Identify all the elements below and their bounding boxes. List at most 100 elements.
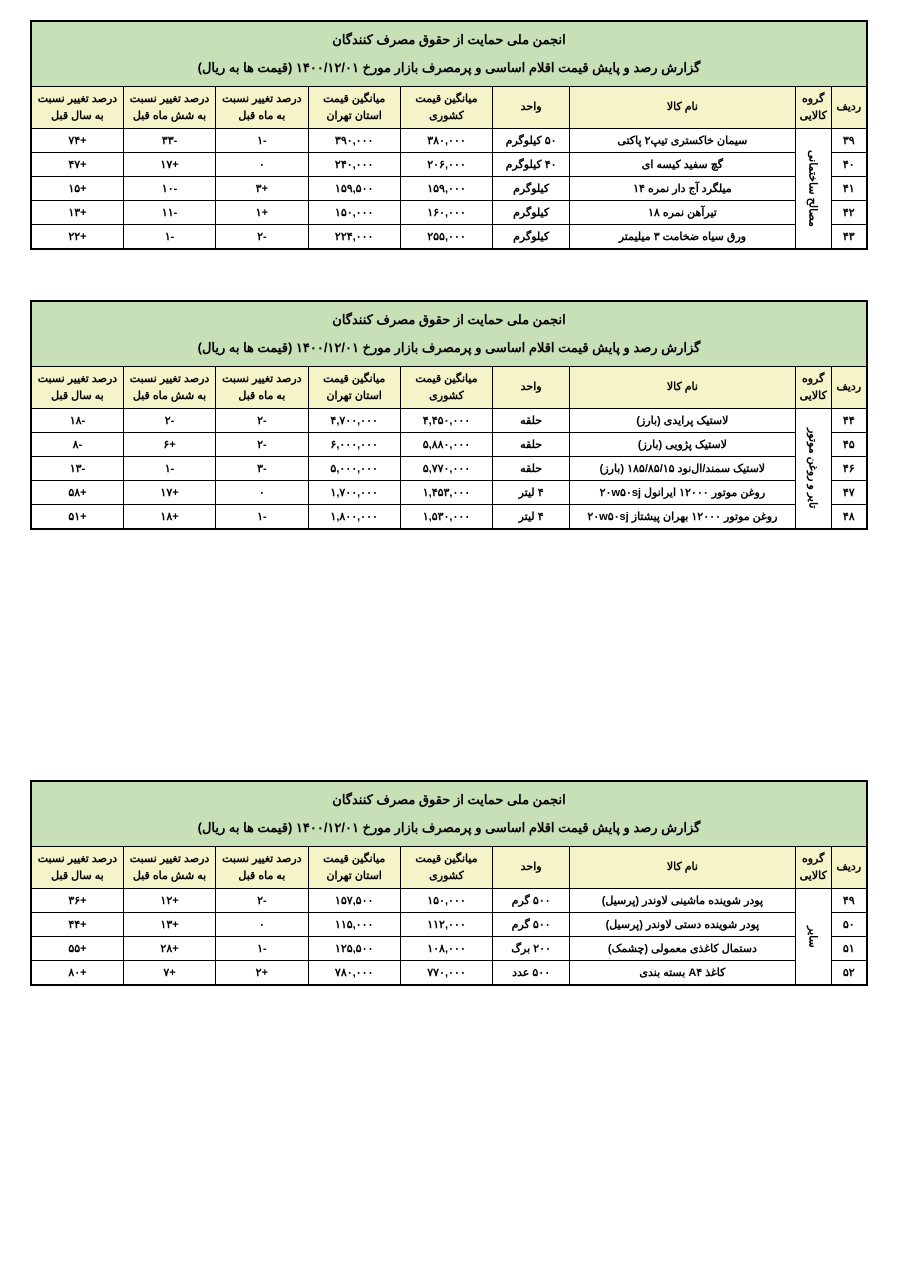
cell-price-national: ۱۵۰,۰۰۰ — [400, 889, 492, 913]
cell-price-tehran: ۷۸۰,۰۰۰ — [308, 961, 400, 986]
cell-pct-year: +۴۴ — [31, 913, 123, 937]
cell-pct-6month: -۱ — [123, 225, 215, 250]
cell-pct-month: ۰ — [216, 913, 308, 937]
cell-name: تیرآهن نمره ۱۸ — [570, 201, 796, 225]
report-title-sub: گزارش رصد و پایش قیمت اقلام اساسی و پرمص… — [31, 814, 867, 847]
price-report-table: انجمن ملی حمایت از حقوق مصرف کنندگانگزار… — [30, 20, 868, 250]
cell-pct-year: +۵۱ — [31, 505, 123, 530]
cell-price-tehran: ۱,۸۰۰,۰۰۰ — [308, 505, 400, 530]
cell-pct-6month: +۱۳ — [123, 913, 215, 937]
header-name: نام کالا — [570, 87, 796, 129]
cell-pct-month: +۳ — [216, 177, 308, 201]
header-group: گروه کالایی — [795, 847, 831, 889]
header-name: نام کالا — [570, 847, 796, 889]
header-pct-year: درصد تغییر نسبت به سال قبل — [31, 367, 123, 409]
header-pct-6month: درصد تغییر نسبت به شش ماه قبل — [123, 367, 215, 409]
cell-row-num: ۴۲ — [831, 201, 867, 225]
cell-unit: ۲۰۰ برگ — [493, 937, 570, 961]
cell-pct-month: -۱ — [216, 505, 308, 530]
cell-unit: کیلوگرم — [493, 177, 570, 201]
cell-group: سایر — [795, 889, 831, 986]
cell-pct-year: +۴۷ — [31, 153, 123, 177]
cell-name: دستمال کاغذی معمولی (چشمک) — [570, 937, 796, 961]
table-row: ۴۶لاستیک سمند/ال‌نود ۱۸۵/۸۵/۱۵ (بارز)حلق… — [31, 457, 867, 481]
header-pct-month: درصد تغییر نسبت به ماه قبل — [216, 87, 308, 129]
cell-pct-6month: +۶ — [123, 433, 215, 457]
report-title-sub: گزارش رصد و پایش قیمت اقلام اساسی و پرمص… — [31, 54, 867, 87]
header-price-tehran: میانگین قیمت استان تهران — [308, 87, 400, 129]
cell-unit: ۵۰۰ گرم — [493, 913, 570, 937]
table-row: ۴۷روغن موتور ۱۲۰۰۰ ایرانول ۲۰w۵۰sj۴ لیتر… — [31, 481, 867, 505]
cell-price-tehran: ۲۴۰,۰۰۰ — [308, 153, 400, 177]
cell-price-national: ۱,۴۵۳,۰۰۰ — [400, 481, 492, 505]
cell-price-national: ۱۱۲,۰۰۰ — [400, 913, 492, 937]
cell-price-tehran: ۵,۰۰۰,۰۰۰ — [308, 457, 400, 481]
cell-pct-year: +۱۳ — [31, 201, 123, 225]
report-title-main: انجمن ملی حمایت از حقوق مصرف کنندگان — [31, 21, 867, 54]
cell-pct-month: ۰ — [216, 481, 308, 505]
cell-price-national: ۱,۵۳۰,۰۰۰ — [400, 505, 492, 530]
cell-price-tehran: ۲۲۴,۰۰۰ — [308, 225, 400, 250]
cell-group: مصالح ساختمانی — [795, 129, 831, 250]
header-pct-6month: درصد تغییر نسبت به شش ماه قبل — [123, 87, 215, 129]
cell-price-national: ۲۰۶,۰۰۰ — [400, 153, 492, 177]
cell-price-tehran: ۱۵۷,۵۰۰ — [308, 889, 400, 913]
cell-pct-year: -۱۳ — [31, 457, 123, 481]
cell-pct-6month: -۱۰ — [123, 177, 215, 201]
cell-row-num: ۴۸ — [831, 505, 867, 530]
cell-price-tehran: ۱۵۰,۰۰۰ — [308, 201, 400, 225]
cell-pct-6month: +۱۷ — [123, 153, 215, 177]
cell-pct-6month: +۷ — [123, 961, 215, 986]
header-unit: واحد — [493, 847, 570, 889]
cell-price-tehran: ۱۱۵,۰۰۰ — [308, 913, 400, 937]
cell-price-tehran: ۶,۰۰۰,۰۰۰ — [308, 433, 400, 457]
header-row-num: ردیف — [831, 847, 867, 889]
cell-pct-month: -۳ — [216, 457, 308, 481]
cell-price-tehran: ۱۲۵,۵۰۰ — [308, 937, 400, 961]
table-row: ۵۲کاغذ A۴ بسته بندی۵۰۰ عدد۷۷۰,۰۰۰۷۸۰,۰۰۰… — [31, 961, 867, 986]
cell-pct-month: +۲ — [216, 961, 308, 986]
cell-row-num: ۵۲ — [831, 961, 867, 986]
cell-price-tehran: ۳۹۰,۰۰۰ — [308, 129, 400, 153]
cell-name: روغن موتور ۱۲۰۰۰ ایرانول ۲۰w۵۰sj — [570, 481, 796, 505]
header-row-num: ردیف — [831, 367, 867, 409]
cell-pct-year: +۵۵ — [31, 937, 123, 961]
header-pct-year: درصد تغییر نسبت به سال قبل — [31, 847, 123, 889]
cell-name: گچ سفید کیسه ای — [570, 153, 796, 177]
cell-pct-month: ۰ — [216, 153, 308, 177]
cell-name: کاغذ A۴ بسته بندی — [570, 961, 796, 986]
cell-price-tehran: ۱,۷۰۰,۰۰۰ — [308, 481, 400, 505]
cell-group: تایر و روغن موتور — [795, 409, 831, 530]
cell-pct-year: +۲۲ — [31, 225, 123, 250]
header-price-national: میانگین قیمت کشوری — [400, 87, 492, 129]
cell-price-tehran: ۴,۷۰۰,۰۰۰ — [308, 409, 400, 433]
cell-pct-year: -۱۸ — [31, 409, 123, 433]
cell-price-national: ۷۷۰,۰۰۰ — [400, 961, 492, 986]
cell-unit: حلقه — [493, 409, 570, 433]
cell-row-num: ۴۰ — [831, 153, 867, 177]
header-price-tehran: میانگین قیمت استان تهران — [308, 367, 400, 409]
cell-row-num: ۴۷ — [831, 481, 867, 505]
cell-pct-6month: -۱ — [123, 457, 215, 481]
table-row: ۵۰پودر شوینده دستی لاوندر (پرسیل)۵۰۰ گرم… — [31, 913, 867, 937]
page-spacer — [30, 580, 868, 780]
cell-row-num: ۴۴ — [831, 409, 867, 433]
cell-pct-month: -۱ — [216, 129, 308, 153]
header-pct-6month: درصد تغییر نسبت به شش ماه قبل — [123, 847, 215, 889]
price-report-table: انجمن ملی حمایت از حقوق مصرف کنندگانگزار… — [30, 300, 868, 530]
cell-row-num: ۴۶ — [831, 457, 867, 481]
header-pct-year: درصد تغییر نسبت به سال قبل — [31, 87, 123, 129]
cell-row-num: ۵۰ — [831, 913, 867, 937]
cell-pct-6month: -۲ — [123, 409, 215, 433]
header-group: گروه کالایی — [795, 87, 831, 129]
cell-pct-year: +۵۸ — [31, 481, 123, 505]
cell-unit: حلقه — [493, 433, 570, 457]
cell-price-national: ۵,۷۷۰,۰۰۰ — [400, 457, 492, 481]
cell-price-tehran: ۱۵۹,۵۰۰ — [308, 177, 400, 201]
cell-price-national: ۳۸۰,۰۰۰ — [400, 129, 492, 153]
cell-pct-6month: +۱۲ — [123, 889, 215, 913]
table-row: ۴۱میلگرد آج دار نمره ۱۴کیلوگرم۱۵۹,۰۰۰۱۵۹… — [31, 177, 867, 201]
cell-name: ورق سیاه ضخامت ۳ میلیمتر — [570, 225, 796, 250]
cell-row-num: ۳۹ — [831, 129, 867, 153]
cell-unit: ۵۰۰ گرم — [493, 889, 570, 913]
